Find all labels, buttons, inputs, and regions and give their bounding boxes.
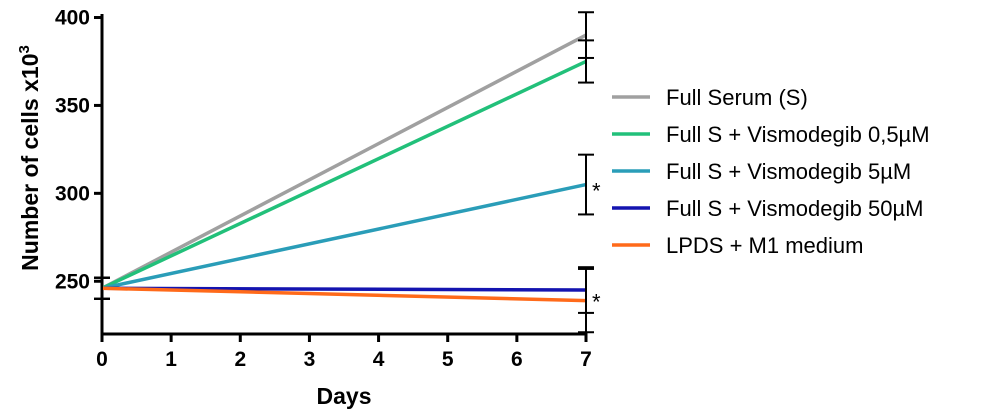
x-tick-label: 4 xyxy=(373,348,385,371)
series-line xyxy=(101,182,587,290)
x-tick-label: 1 xyxy=(165,348,177,371)
x-tick-label: 5 xyxy=(442,348,454,371)
legend-label: Full S + Vismodegib 50µM xyxy=(666,196,923,221)
y-axis-title: Number of cells x103 xyxy=(16,45,43,271)
legend-label: LPDS + M1 medium xyxy=(666,233,863,258)
significance-asterisk: * xyxy=(592,289,601,314)
y-tick-label: 350 xyxy=(55,94,90,117)
series-line xyxy=(101,286,587,303)
x-tick-label: 0 xyxy=(96,348,108,371)
legend-label: Full S + Vismodegib 5µM xyxy=(666,159,911,184)
legend-label: Full Serum (S) xyxy=(666,85,808,110)
legend-label: Full S + Vismodegib 0,5µM xyxy=(666,122,930,147)
axes: 250 300 350 400 0 1 2 3 4 5 6 7 xyxy=(55,7,592,371)
y-tick-label: 300 xyxy=(55,182,90,205)
significance-asterisk: * xyxy=(592,179,601,204)
series-line xyxy=(101,33,587,290)
x-axis-title: Days xyxy=(317,383,372,409)
x-axis-ticks: 0 1 2 3 4 5 6 7 xyxy=(96,334,592,371)
series-line xyxy=(101,59,587,290)
x-tick-label: 7 xyxy=(580,348,592,371)
error-bars xyxy=(94,11,594,334)
y-axis-title-main: Number of cells x10 xyxy=(17,54,43,271)
y-tick-label: 250 xyxy=(55,270,90,293)
x-tick-label: 6 xyxy=(511,348,523,371)
legend: Full Serum (S) Full S + Vismodegib 0,5µM F… xyxy=(612,85,930,258)
significance-annotations: ** xyxy=(592,179,601,315)
x-tick-label: 3 xyxy=(304,348,316,371)
series-line xyxy=(101,286,587,292)
y-tick-label: 400 xyxy=(55,7,90,30)
series-lines xyxy=(101,33,587,303)
y-axis-ticks: 250 300 350 400 xyxy=(55,7,102,293)
x-tick-label: 2 xyxy=(234,348,246,371)
y-axis-title-exponent: 3 xyxy=(16,45,33,53)
